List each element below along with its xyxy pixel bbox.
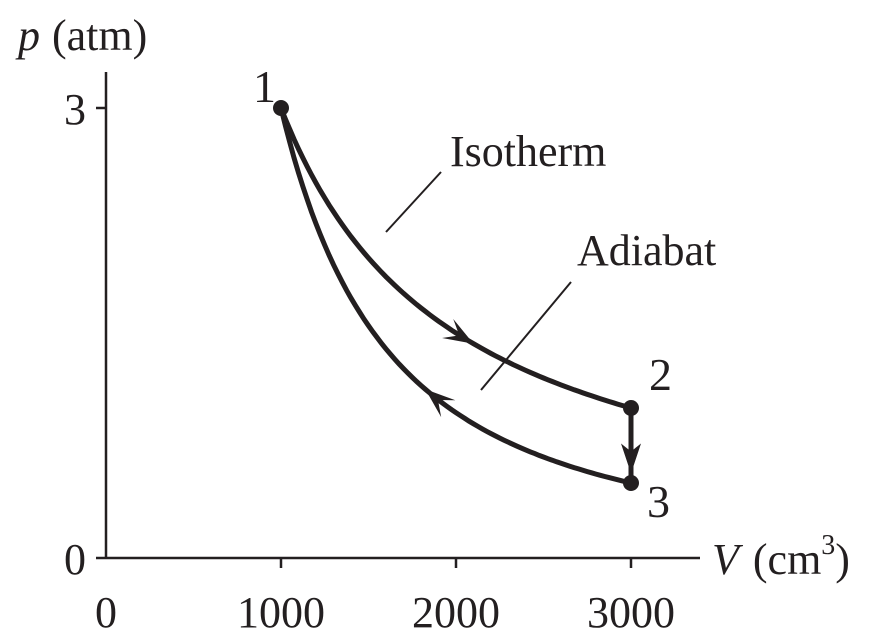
state-markers: 1 2 3 bbox=[253, 61, 672, 527]
axis-ticks: 0 1000 2000 3000 0 3 bbox=[64, 85, 675, 637]
state-point-2 bbox=[623, 400, 639, 416]
x-tick-label: 0 bbox=[95, 588, 117, 637]
state-label-3: 3 bbox=[647, 476, 670, 527]
adiabat-arrow bbox=[425, 389, 456, 418]
isotherm-curve bbox=[278, 105, 634, 411]
isotherm-label: Isotherm bbox=[450, 127, 606, 176]
isochoric-arrow bbox=[621, 443, 641, 474]
isotherm-arrow bbox=[442, 318, 474, 344]
state-label-1: 1 bbox=[253, 61, 276, 112]
isotherm-leader bbox=[385, 171, 442, 233]
y-axis-title: p (atm) bbox=[15, 11, 147, 60]
state-point-3 bbox=[623, 475, 639, 491]
x-axis-title: V (cm3) bbox=[712, 530, 850, 584]
state-label-2: 2 bbox=[649, 349, 672, 400]
y-tick-label: 3 bbox=[64, 85, 86, 134]
adiabat-curve bbox=[278, 105, 634, 486]
y-tick-label: 0 bbox=[64, 535, 86, 584]
x-tick-label: 1000 bbox=[237, 588, 325, 637]
x-tick-label: 3000 bbox=[587, 588, 675, 637]
adiabat-label: Adiabat bbox=[577, 226, 716, 275]
x-tick-label: 2000 bbox=[412, 588, 500, 637]
process-curves: Isotherm Adiabat bbox=[278, 105, 716, 486]
adiabat-leader bbox=[480, 281, 572, 391]
state-point-1 bbox=[273, 100, 289, 116]
